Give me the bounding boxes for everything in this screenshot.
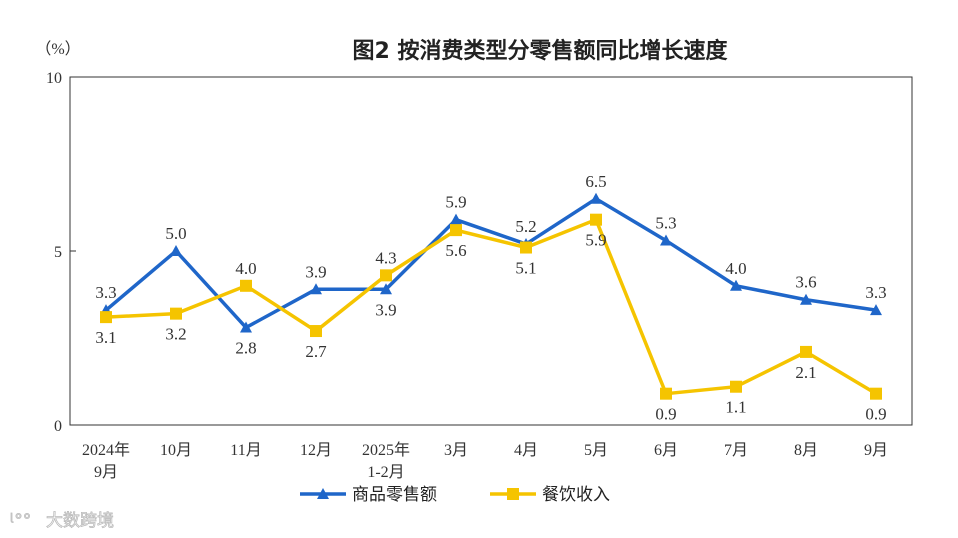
data-label: 4.3	[375, 248, 396, 267]
data-point	[450, 213, 462, 225]
data-point	[170, 245, 182, 256]
data-label: 3.3	[865, 283, 886, 302]
data-label: 0.9	[865, 405, 886, 424]
watermark: ᶩ°° 大数跨境	[10, 511, 115, 532]
data-point	[730, 279, 742, 291]
data-label: 3.2	[165, 325, 186, 344]
data-point	[310, 283, 322, 295]
data-label: 5.0	[165, 224, 186, 243]
x-tick-label: 7月	[724, 442, 748, 459]
x-tick-label: 2024年	[82, 441, 130, 459]
data-point	[240, 279, 252, 292]
data-label: 3.3	[95, 283, 116, 302]
legend-marker	[317, 488, 329, 499]
series-2: 3.1 3.2 4.0 2.7 4.3 5.6 5.1 5.9 0.9 1.1 2.1 0.9	[95, 213, 887, 424]
data-point	[380, 283, 392, 295]
data-label: 5.9	[445, 193, 466, 212]
data-point	[660, 234, 672, 246]
x-tick-label: 1-2月	[367, 464, 404, 481]
x-tick-label: 10月	[160, 442, 192, 459]
x-tick-label: 11月	[230, 442, 261, 459]
data-label: 3.9	[375, 300, 396, 319]
data-label: 4.0	[725, 259, 746, 278]
data-point	[450, 224, 462, 237]
data-point	[800, 293, 812, 305]
x-tick-label: 9月	[864, 442, 888, 459]
data-point	[800, 345, 812, 358]
y-axis-unit: （%）	[35, 40, 80, 58]
legend-marker	[507, 488, 519, 500]
data-point	[590, 192, 602, 204]
data-label: 4.0	[235, 259, 256, 278]
data-label: 0.9	[655, 405, 676, 424]
data-label: 5.3	[655, 214, 676, 233]
data-label: 5.6	[445, 241, 466, 260]
data-label: 5.2	[515, 217, 536, 236]
watermark-text: 大数跨境	[46, 511, 114, 531]
data-point	[660, 387, 672, 400]
plot-frame	[69, 76, 913, 426]
data-point	[870, 387, 882, 400]
y-tick-label: 5	[54, 244, 62, 261]
series-line	[105, 217, 877, 396]
watermark-logo-icon: ᶩ°°	[10, 511, 31, 531]
series-line	[104, 196, 877, 330]
data-label: 3.6	[795, 273, 816, 292]
y-tick-label: 0	[54, 418, 62, 435]
data-label: 5.9	[585, 231, 606, 250]
data-point	[100, 311, 112, 324]
data-label: 6.5	[585, 172, 606, 191]
data-point	[590, 213, 602, 226]
data-point	[380, 269, 392, 282]
data-label: 3.1	[95, 328, 116, 347]
legend-label: 商品零售额	[352, 485, 437, 505]
x-tick-label: 8月	[794, 442, 818, 459]
data-label: 2.7	[305, 342, 327, 361]
x-tick-label: 2025年	[362, 441, 410, 459]
legend-label: 餐饮收入	[542, 485, 610, 505]
data-point	[170, 307, 182, 320]
x-tick-label: 9月	[94, 464, 118, 481]
series-1: 3.3 5.0 2.8 3.9 3.9 5.9 5.2 6.5 5.3 4.0 3.6 3.3	[95, 172, 886, 358]
y-tick-label: 10	[46, 70, 62, 87]
data-point	[870, 304, 882, 316]
x-tick-label: 6月	[654, 442, 678, 459]
x-tick-label: 12月	[300, 442, 332, 459]
data-label: 1.1	[725, 398, 746, 417]
data-label: 5.1	[515, 259, 536, 278]
data-point	[240, 321, 252, 333]
data-point	[520, 241, 532, 254]
data-label: 2.8	[235, 339, 256, 358]
x-tick-label: 3月	[444, 442, 468, 459]
x-tick-label: 4月	[514, 442, 538, 459]
chart-title: 图2 按消费类型分零售额同比增长速度	[353, 38, 729, 64]
x-tick-label: 5月	[584, 442, 608, 459]
data-label: 2.1	[795, 363, 816, 382]
legend: 商品零售额 餐饮收入	[300, 485, 610, 505]
data-point	[730, 380, 742, 393]
data-point	[310, 325, 322, 338]
data-label: 3.9	[305, 262, 326, 281]
